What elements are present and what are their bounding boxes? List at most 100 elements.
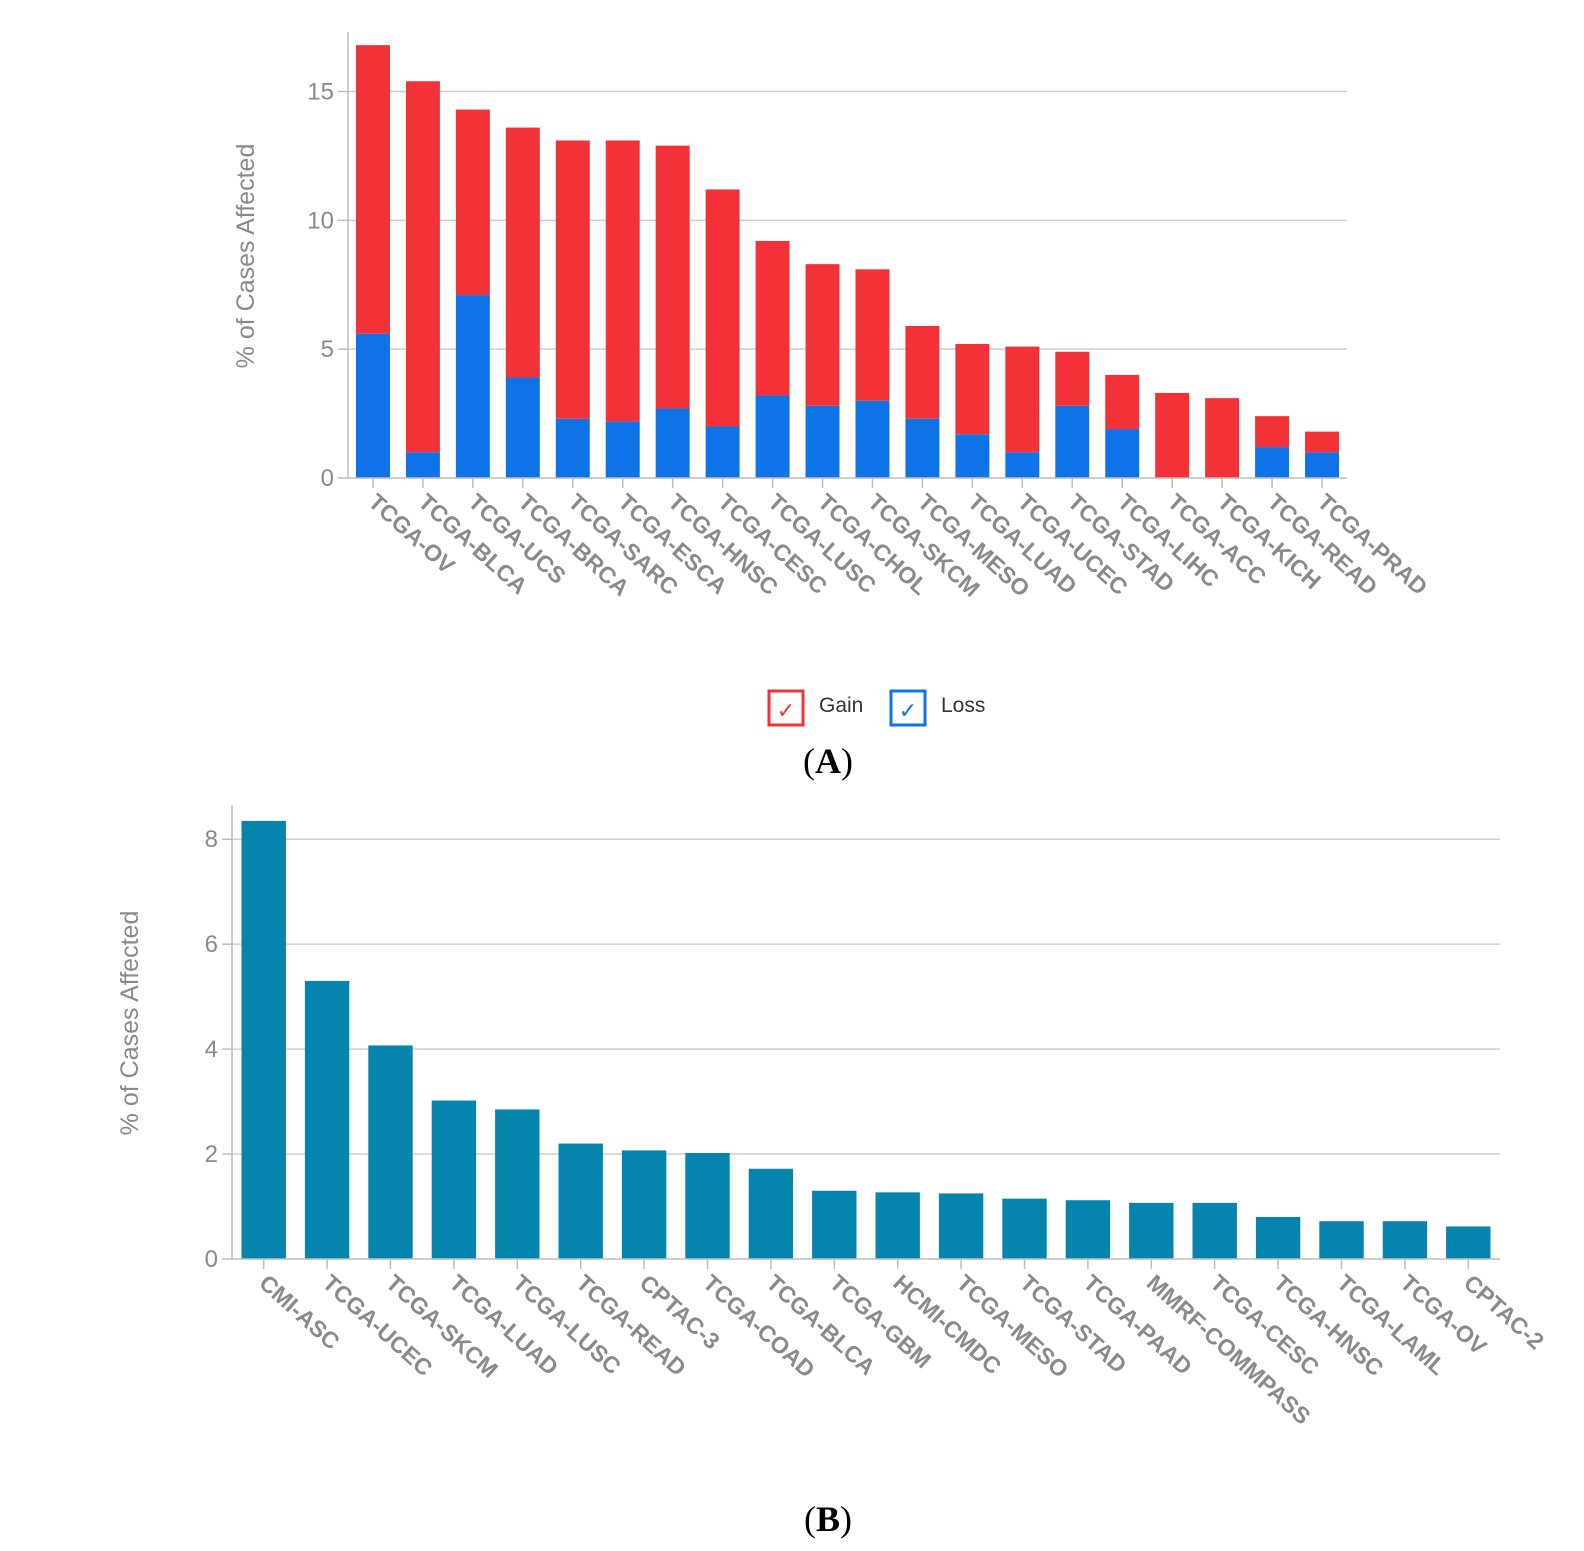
bar-gain-tcga-blca[interactable] [405, 81, 440, 453]
bar-loss-tcga-ov[interactable] [355, 333, 390, 478]
legend-gain-check-icon: ✓ [777, 699, 795, 724]
bar-cases-tcga-stad[interactable] [1002, 1198, 1047, 1259]
bar-cases-mmrf-commpass[interactable] [1129, 1202, 1174, 1259]
bar-gain-tcga-lihc[interactable] [1105, 374, 1140, 430]
chart-b-axes [222, 805, 1500, 1269]
bar-gain-tcga-meso[interactable] [905, 325, 940, 419]
bar-cases-tcga-read[interactable] [558, 1143, 603, 1259]
y-tick-label: 15 [307, 79, 334, 106]
bar-loss-tcga-prad[interactable] [1305, 452, 1340, 478]
bar-cases-tcga-lusc[interactable] [495, 1109, 540, 1259]
bar-gain-tcga-esca[interactable] [605, 140, 640, 422]
chart-b-bars [241, 820, 1491, 1259]
chart-a-bars [355, 45, 1340, 478]
bar-cases-tcga-skcm[interactable] [368, 1045, 413, 1259]
legend-loss-check-icon: ✓ [899, 699, 917, 724]
bar-cases-tcga-luad[interactable] [431, 1100, 477, 1259]
x-tick-label: TCGA-PAAD [1079, 1269, 1198, 1380]
bar-cases-tcga-meso[interactable] [938, 1193, 984, 1259]
x-tick-label: TCGA-LUAD [445, 1269, 564, 1380]
legend-loss-label: Loss [941, 694, 985, 717]
legend-gain-swatch [767, 689, 805, 727]
chart-a: 0 5 10 15 TCGA-OVTCGA-BLCATCGA-UCSTCGA-BRCA… [232, 32, 1433, 781]
bar-gain-tcga-chol[interactable] [805, 264, 840, 406]
bar-cases-tcga-ov[interactable] [1382, 1221, 1428, 1259]
bar-cases-cmi-asc[interactable] [241, 820, 286, 1259]
bar-loss-tcga-lusc[interactable] [755, 395, 790, 478]
legend-loss-swatch [889, 689, 927, 727]
bar-gain-tcga-acc[interactable] [1155, 392, 1190, 478]
y-tick-label: 5 [321, 336, 334, 363]
bar-loss-tcga-esca[interactable] [605, 421, 640, 478]
bar-cases-cptac-2[interactable] [1446, 1226, 1491, 1259]
y-tick-label: 6 [205, 931, 218, 958]
y-tick-label: 0 [205, 1246, 218, 1273]
bar-loss-tcga-cesc[interactable] [705, 426, 740, 478]
bar-gain-tcga-lusc[interactable] [755, 240, 790, 396]
x-tick-label: TCGA-BLCA [762, 1269, 881, 1380]
chart-a-y-ticks: 0 5 10 15 [307, 79, 334, 492]
panel-label-a: (A) [803, 741, 853, 781]
y-tick-label: 2 [205, 1141, 218, 1168]
bar-loss-tcga-read[interactable] [1255, 447, 1290, 478]
y-tick-label: 4 [205, 1036, 218, 1063]
chart-a-legend: ✓ Gain ✓ Loss [767, 689, 985, 727]
chart-a-ylabel: % of Cases Affected [232, 144, 260, 369]
x-tick-label: TCGA-READ [571, 1269, 691, 1381]
x-tick-label: TCGA-UCEC [318, 1269, 438, 1381]
bar-gain-tcga-ov[interactable] [355, 45, 390, 334]
bar-loss-tcga-meso[interactable] [905, 418, 940, 478]
bar-gain-tcga-kich[interactable] [1205, 398, 1240, 478]
legend-item-loss[interactable]: ✓ Loss [889, 689, 985, 727]
bar-gain-tcga-stad[interactable] [1055, 351, 1090, 406]
chart-a-gridlines [348, 90, 1347, 350]
bar-cases-hcmi-cmdc[interactable] [875, 1192, 920, 1259]
bar-gain-tcga-brca[interactable] [505, 127, 540, 378]
bar-cases-tcga-ucec[interactable] [304, 980, 350, 1259]
bar-gain-tcga-ucec[interactable] [1005, 346, 1040, 453]
legend-gain-label: Gain [819, 694, 863, 717]
bar-loss-tcga-lihc[interactable] [1105, 429, 1140, 478]
bar-loss-tcga-hnsc[interactable] [655, 408, 690, 478]
y-tick-label: 8 [205, 826, 218, 853]
bar-loss-tcga-ucs[interactable] [455, 295, 490, 478]
chart-b: 0 2 4 6 8 CMI-ASCTCGA-UCECTCGA-SKCMTCGA-LUAD… [116, 805, 1549, 1539]
bar-cases-tcga-blca[interactable] [748, 1168, 794, 1259]
panel-label-b: (B) [804, 1499, 852, 1539]
bar-loss-tcga-brca[interactable] [505, 377, 540, 478]
x-tick-label: TCGA-HNSC [1269, 1269, 1389, 1381]
bar-cases-tcga-gbm[interactable] [812, 1190, 857, 1259]
bar-gain-tcga-ucs[interactable] [455, 109, 490, 296]
bar-loss-tcga-chol[interactable] [805, 405, 840, 478]
bar-loss-tcga-blca[interactable] [405, 452, 440, 478]
bar-loss-tcga-sarc[interactable] [555, 418, 590, 478]
bar-cases-tcga-paad[interactable] [1065, 1200, 1111, 1259]
bar-cases-tcga-cesc[interactable] [1192, 1202, 1237, 1259]
y-tick-label: 10 [307, 207, 334, 234]
bar-loss-tcga-stad[interactable] [1055, 405, 1090, 478]
bar-cases-tcga-coad[interactable] [685, 1153, 730, 1259]
chart-a-axes [338, 32, 1347, 488]
bar-gain-tcga-sarc[interactable] [555, 140, 590, 419]
chart-a-x-ticks: TCGA-OVTCGA-BLCATCGA-UCSTCGA-BRCATCGA-SA… [364, 488, 1433, 601]
bar-loss-tcga-skcm[interactable] [855, 400, 890, 478]
chart-b-ylabel: % of Cases Affected [116, 911, 144, 1136]
bar-loss-tcga-luad[interactable] [955, 434, 990, 478]
bar-gain-tcga-read[interactable] [1255, 416, 1290, 448]
bar-gain-tcga-luad[interactable] [955, 344, 990, 435]
bar-gain-tcga-skcm[interactable] [855, 269, 890, 401]
chart-b-x-ticks: CMI-ASCTCGA-UCECTCGA-SKCMTCGA-LUADTCGA-L… [254, 1269, 1549, 1429]
bar-cases-cptac-3[interactable] [621, 1150, 667, 1259]
bar-gain-tcga-cesc[interactable] [705, 189, 740, 427]
x-tick-label: TCGA-LAML [1332, 1269, 1451, 1380]
legend-item-gain[interactable]: ✓ Gain [767, 689, 863, 727]
bar-gain-tcga-hnsc[interactable] [655, 145, 690, 409]
chart-b-gridlines [232, 838, 1500, 1155]
bar-cases-tcga-laml[interactable] [1319, 1221, 1364, 1259]
bar-gain-tcga-prad[interactable] [1305, 431, 1340, 453]
chart-b-y-ticks: 0 2 4 6 8 [205, 826, 218, 1273]
bar-loss-tcga-ucec[interactable] [1005, 452, 1040, 478]
y-tick-label: 0 [321, 465, 334, 492]
bar-cases-tcga-hnsc[interactable] [1255, 1217, 1301, 1259]
